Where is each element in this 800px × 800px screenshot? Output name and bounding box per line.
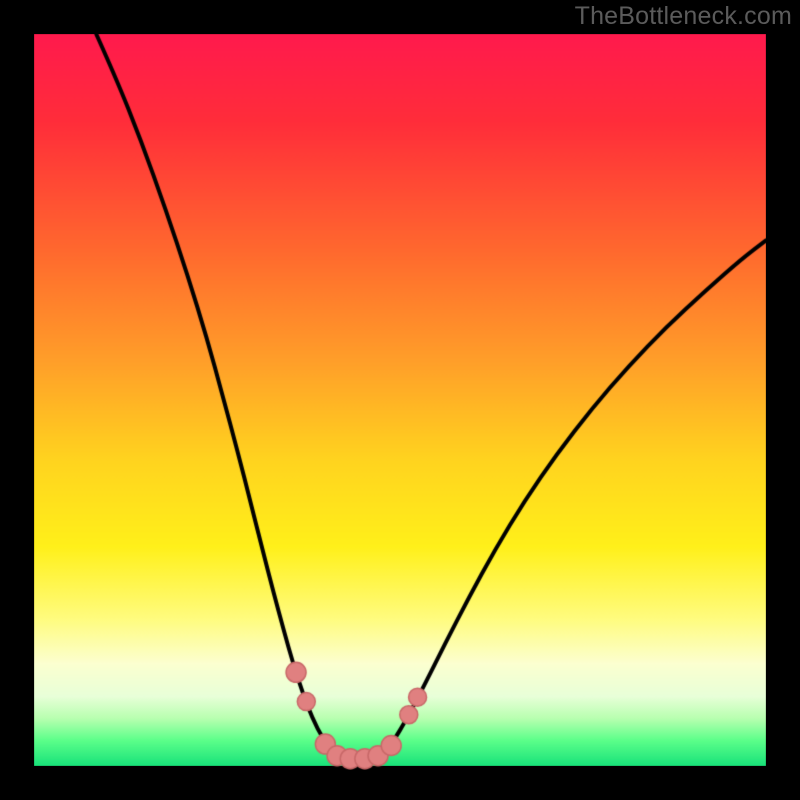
plot-frame [30, 30, 770, 770]
stage: TheBottleneck.com [0, 0, 800, 800]
watermark-text: TheBottleneck.com [575, 2, 792, 31]
bottleneck-curve [30, 30, 770, 770]
